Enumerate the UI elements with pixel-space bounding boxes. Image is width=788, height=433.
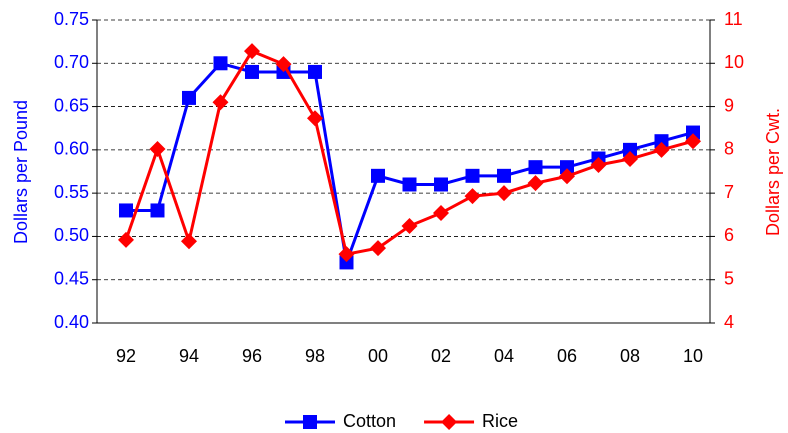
- y2-axis-title: Dollars per Cwt.: [763, 108, 783, 236]
- marker: [653, 141, 670, 158]
- marker: [685, 133, 701, 150]
- legend-label: Rice: [482, 411, 518, 431]
- marker: [213, 56, 228, 71]
- marker: [182, 90, 196, 105]
- marker: [244, 43, 260, 60]
- marker: [308, 64, 322, 79]
- marker: [118, 231, 134, 248]
- y2-tick-label: 4: [724, 312, 734, 332]
- x-tick-label: 98: [305, 346, 325, 366]
- x-tick-label: 92: [116, 346, 136, 366]
- y2-tick-label: 8: [724, 139, 734, 159]
- y2-tick-label: 5: [724, 268, 734, 288]
- y2-tick-label: 11: [724, 9, 743, 29]
- y-tick-label: 0.40: [54, 312, 89, 332]
- marker: [654, 134, 669, 149]
- marker: [590, 157, 607, 174]
- x-tick-label: 00: [368, 346, 388, 366]
- y2-tick-label: 9: [724, 95, 734, 115]
- marker: [370, 240, 386, 257]
- legend-label: Cotton: [343, 411, 396, 431]
- marker: [441, 414, 458, 430]
- marker: [303, 415, 317, 429]
- y-tick-label: 0.55: [54, 182, 89, 202]
- marker: [497, 168, 511, 183]
- y2-tick-label: 7: [724, 182, 734, 202]
- x-tick-label: 02: [431, 346, 451, 366]
- marker: [339, 255, 354, 270]
- y-tick-label: 0.70: [54, 52, 89, 72]
- y-tick-label: 0.45: [54, 268, 89, 288]
- y2-tick-label: 6: [724, 225, 734, 245]
- marker: [402, 177, 417, 192]
- marker: [686, 125, 700, 140]
- marker: [559, 168, 575, 185]
- y-tick-label: 0.75: [54, 9, 89, 29]
- marker: [560, 160, 574, 175]
- marker: [149, 140, 166, 157]
- marker: [623, 142, 637, 157]
- marker: [433, 205, 449, 222]
- x-tick-label: 96: [242, 346, 262, 366]
- marker: [119, 203, 133, 218]
- y-tick-label: 0.65: [54, 95, 89, 115]
- marker: [181, 233, 197, 250]
- y2-tick-label: 10: [724, 52, 744, 72]
- x-tick-label: 04: [494, 346, 514, 366]
- marker: [212, 94, 229, 111]
- marker: [496, 185, 512, 202]
- marker: [307, 110, 323, 127]
- marker: [150, 203, 165, 218]
- x-tick-label: 10: [683, 346, 703, 366]
- marker: [401, 218, 418, 235]
- marker: [464, 188, 481, 205]
- marker: [434, 177, 448, 192]
- marker: [465, 168, 480, 183]
- marker: [622, 150, 638, 167]
- marker: [528, 160, 543, 175]
- marker: [245, 64, 259, 79]
- marker: [338, 246, 355, 263]
- marker: [371, 168, 385, 183]
- x-tick-label: 08: [620, 346, 640, 366]
- x-tick-label: 94: [179, 346, 199, 366]
- x-tick-label: 06: [557, 346, 577, 366]
- y-tick-label: 0.60: [54, 139, 89, 159]
- y-tick-label: 0.50: [54, 225, 89, 245]
- marker: [275, 56, 292, 73]
- marker: [527, 175, 544, 192]
- y-axis-title: Dollars per Pound: [11, 100, 31, 244]
